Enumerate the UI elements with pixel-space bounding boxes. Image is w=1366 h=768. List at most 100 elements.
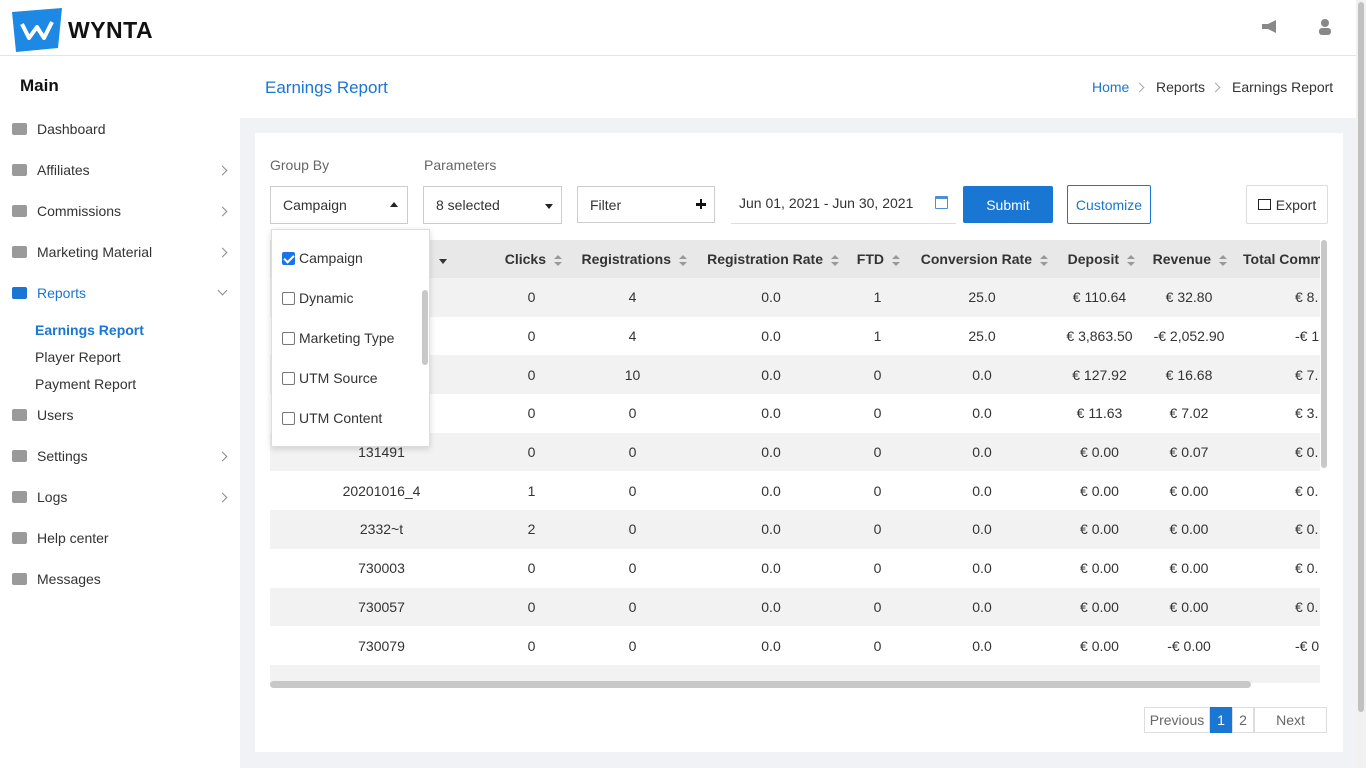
cell: 0 — [493, 432, 570, 472]
cell: € 0. — [1235, 432, 1320, 472]
cell: 0 — [493, 355, 570, 395]
user-icon[interactable] — [1318, 18, 1332, 36]
export-label: Export — [1275, 196, 1317, 213]
submit-button[interactable]: Submit — [963, 186, 1053, 223]
sort-icon — [679, 254, 687, 266]
previous-button[interactable]: Previous — [1144, 707, 1210, 733]
cell: 0.0 — [972, 405, 992, 422]
cell: 0 — [493, 587, 570, 627]
page-scrollbar[interactable] — [1356, 0, 1366, 768]
checkbox[interactable] — [282, 331, 295, 345]
nav-label: Dashboard — [37, 121, 106, 137]
nav-item[interactable]: Users — [12, 403, 74, 427]
page-button[interactable]: 1 — [1210, 707, 1232, 733]
nav-icon — [12, 532, 27, 544]
nav-icon — [12, 573, 27, 585]
table-row: 2332~t 2 0 0.0 0 0.0 € 0.00 € 0.00 € 0. — [270, 510, 1320, 549]
header-cell[interactable]: Revenue — [1143, 240, 1235, 278]
table-row: 0 10 0.0 0 0.0 € 127.92 € 16.68 € 7. — [270, 355, 1320, 395]
v-scrollbar[interactable] — [1321, 240, 1327, 468]
nav-icon — [12, 491, 27, 503]
nav-label: Logs — [37, 489, 68, 505]
cell: 0 — [527, 560, 536, 577]
option-label: UTM Content — [299, 410, 383, 426]
breadcrumb-item[interactable]: Reports — [1156, 79, 1206, 95]
cell: 0 — [570, 432, 695, 472]
table-row: 730079 0 0 0.0 0 0.0 € 0.00 -€ 0.00 -€ 0. — [270, 626, 1320, 665]
sub-nav-item[interactable]: Earnings Report — [35, 322, 144, 338]
cell: € 0.00 — [1056, 432, 1143, 472]
sort-icon — [1219, 254, 1227, 266]
cell: € 0. — [1295, 482, 1319, 499]
dropdown-option[interactable]: Marketing Type — [282, 330, 394, 346]
header-cell[interactable]: Clicks — [493, 240, 570, 278]
nav-item[interactable]: Settings — [12, 444, 88, 468]
filter-button[interactable]: Filter — [577, 186, 715, 223]
nav-item[interactable]: Help center — [12, 526, 109, 550]
plus-v — [699, 199, 703, 209]
nav-item[interactable]: Reports — [12, 281, 86, 305]
nav-icon — [12, 287, 27, 299]
header-cell[interactable]: Registrations — [570, 240, 695, 278]
column-title: Conversion Rate — [920, 251, 1032, 267]
cell: 0 — [570, 587, 695, 627]
sub-nav-item[interactable]: Payment Report — [35, 376, 137, 392]
nav-item[interactable]: Logs — [12, 485, 67, 509]
nav-item[interactable]: Marketing Material — [12, 240, 152, 264]
h-scrollbar[interactable] — [270, 681, 1251, 688]
nav-label: Affiliates — [37, 162, 90, 178]
sort-icon — [892, 254, 900, 266]
checkbox[interactable] — [282, 291, 295, 305]
header-cell[interactable]: Deposit — [1056, 240, 1143, 278]
header-cell[interactable]: Conversion Rate — [908, 240, 1056, 278]
sub-nav-item[interactable]: Player Report — [35, 349, 121, 365]
cell: 0 — [493, 278, 570, 317]
customize-button[interactable]: Customize — [1067, 185, 1151, 224]
option-label: Campaign — [299, 250, 363, 266]
sidebar: Main — [0, 56, 240, 768]
nav-item[interactable]: Dashboard — [12, 117, 106, 141]
cell: 0.0 — [972, 560, 992, 577]
nav-item[interactable]: Messages — [12, 567, 101, 591]
header-cell[interactable]: Registration Rate — [695, 240, 847, 278]
cell: -€ 1,02 — [1295, 328, 1320, 345]
cell: 730057 — [270, 587, 493, 627]
nav-label: Help center — [37, 530, 109, 546]
dropdown-option[interactable]: Campaign — [282, 250, 363, 266]
next-button[interactable]: Next — [1254, 707, 1327, 733]
group-by-select[interactable]: Campaign — [270, 186, 408, 224]
checkbox[interactable] — [282, 371, 295, 385]
announce-icon[interactable] — [1261, 19, 1279, 35]
nav-icon — [12, 164, 27, 176]
date-range[interactable]: Jun 01, 2021 - Jun 30, 2021 — [739, 195, 914, 211]
cell — [695, 664, 847, 683]
cell: 1 — [873, 328, 882, 345]
dropdown-option[interactable]: Dynamic — [282, 290, 353, 306]
nav-item[interactable]: Affiliates — [12, 158, 90, 182]
cell: € 11.63 — [1076, 405, 1123, 422]
cell: 20201016_4 — [342, 482, 421, 499]
nav-item[interactable]: Commissions — [12, 199, 121, 223]
cell: 0 — [527, 405, 536, 422]
dropdown-scrollbar[interactable] — [422, 290, 428, 365]
dropdown-option[interactable]: UTM Content — [282, 410, 382, 426]
dropdown-option[interactable]: UTM Source — [282, 370, 378, 386]
sort-icon — [1127, 254, 1135, 266]
checkbox[interactable] — [282, 411, 295, 425]
column-title: Clicks — [504, 251, 546, 267]
export-button[interactable]: Export — [1246, 185, 1328, 224]
checkbox[interactable] — [282, 251, 295, 265]
page-title: Earnings Report — [265, 78, 388, 97]
page-header: Earnings Report — [240, 56, 1356, 118]
cell: 0 — [847, 432, 908, 472]
select-value: Campaign — [283, 197, 347, 213]
header-cell[interactable]: FTD — [847, 240, 908, 278]
page-button[interactable]: 2 — [1232, 707, 1254, 733]
cell — [570, 664, 695, 683]
header-cell[interactable]: Total Comm — [1235, 240, 1320, 278]
breadcrumb-item[interactable]: Home — [1092, 79, 1130, 95]
cell: € 0. — [1235, 587, 1320, 627]
cell: 0.0 — [695, 587, 847, 627]
underline — [731, 223, 956, 224]
parameters-select[interactable]: 8 selected — [423, 186, 562, 224]
